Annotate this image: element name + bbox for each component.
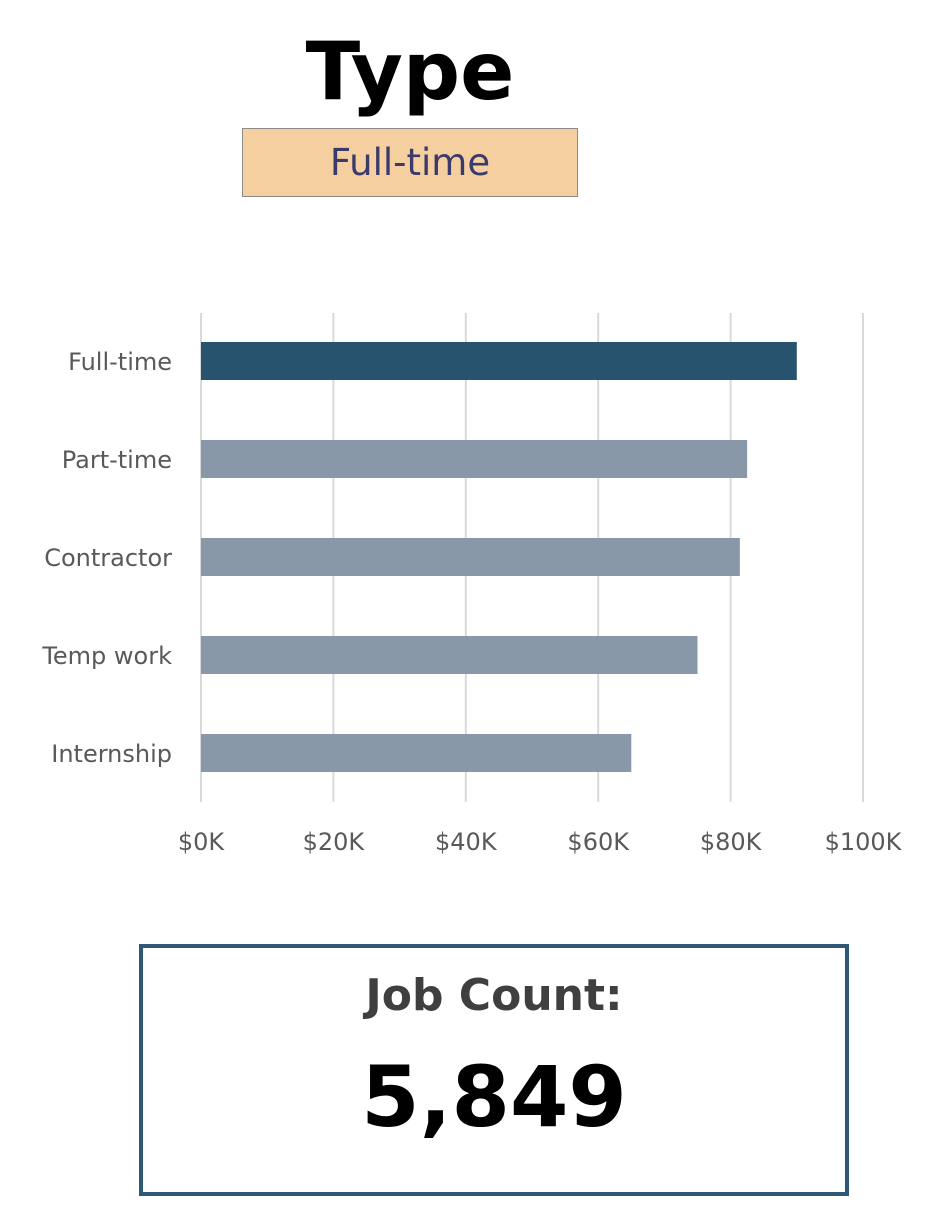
job-count-card: Job Count: 5,849 [139,944,849,1196]
category-label: Part-time [62,446,172,474]
type-slicer-button[interactable]: Full-time [242,128,578,197]
job-count-label: Job Count: [365,970,623,1021]
job-count-value: 5,849 [361,1048,627,1146]
x-tick-label: $60K [567,828,630,856]
bar-full-time[interactable] [201,342,797,380]
page-title: Type [305,25,515,118]
bar-contractor[interactable] [201,538,740,576]
bar-internship[interactable] [201,734,632,772]
category-label: Contractor [44,544,172,572]
x-tick-label: $80K [700,828,763,856]
x-tick-label: $100K [825,828,903,856]
x-tick-label: $20K [303,828,366,856]
category-label: Full-time [68,348,172,376]
x-tick-label: $0K [178,828,226,856]
x-tick-label: $40K [435,828,498,856]
slicer-selected-label: Full-time [329,141,491,184]
category-label: Temp work [41,642,172,670]
category-label: Internship [51,740,172,768]
salary-by-type-bar-chart: Full-time Part-time Contractor Temp work Int… [41,313,903,856]
bar-part-time[interactable] [201,440,748,478]
bar-temp-work[interactable] [201,636,698,674]
